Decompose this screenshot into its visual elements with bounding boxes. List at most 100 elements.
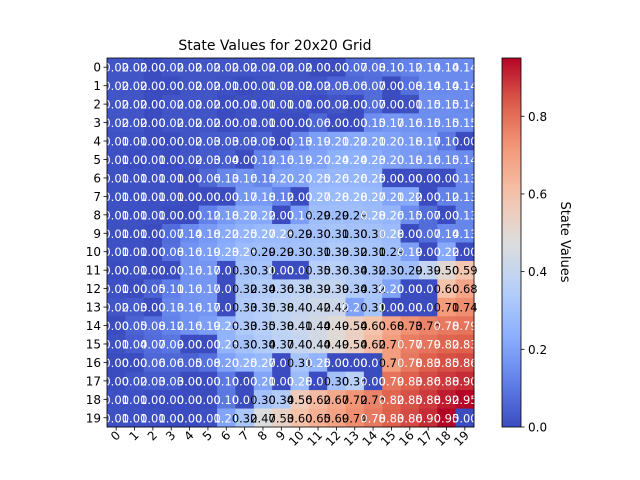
- cell-value-label: 0.00: [452, 245, 478, 259]
- cell-value-label: 0.41: [287, 319, 313, 333]
- cell-value-label: 0.22: [250, 208, 276, 222]
- cell-value-label: 0.24: [324, 153, 350, 167]
- heatmap-cell-r11-c14: [363, 260, 383, 280]
- cell-value-label: 0.00: [415, 282, 441, 296]
- cell-value-label: 0.42: [324, 301, 350, 315]
- heatmap-cell-r7-c11: [308, 187, 328, 206]
- heatmap-cell-r12-c10: [290, 279, 310, 299]
- cell-value-label: 0.02: [177, 135, 203, 149]
- cell-value-label: 0.01: [103, 411, 129, 425]
- cell-value-label: 0.20: [379, 135, 405, 149]
- heatmap-cell-r1-c11: [308, 76, 328, 96]
- cell-value-label: 0.16: [232, 171, 258, 185]
- cell-value-label: 0.00: [177, 171, 203, 185]
- cell-value-label: 0.01: [103, 393, 129, 407]
- y-tick-label: 5: [93, 153, 101, 167]
- cell-value-label: 0.32: [360, 282, 386, 296]
- heatmap-cell-r19-c6: [217, 408, 236, 428]
- cell-value-label: 0.00: [140, 61, 166, 75]
- y-tick-label: 7: [93, 190, 101, 204]
- heatmap-cell-r8-c0: [107, 205, 126, 225]
- colorbar-ticks: 0.0 0.2 0.4 0.6 0.8: [521, 110, 547, 435]
- cell-value-label: 0.44: [305, 337, 331, 351]
- cell-value-label: 0.59: [452, 264, 478, 278]
- heatmap-cell-r2-c3: [162, 94, 181, 114]
- heatmap-cell-r6-c5: [198, 168, 218, 188]
- heatmap-cell-r5-c5: [198, 150, 218, 170]
- cell-value-label: 0.26: [342, 171, 368, 185]
- heatmap-cell-r9-c11: [308, 224, 328, 243]
- heatmap-cell-r3-c14: [363, 113, 383, 133]
- heatmap-cell-r8-c3: [162, 205, 181, 225]
- cell-value-label: 0.56: [287, 393, 313, 407]
- cell-value-label: 0.16: [415, 153, 441, 167]
- heatmap-cell-r11-c19: [455, 260, 475, 280]
- cell-value-label: 0.00: [232, 153, 258, 167]
- heatmap-cell-r9-c13: [345, 224, 365, 243]
- heatmap-cell-r10-c10: [290, 242, 310, 262]
- cell-value-label: 0.01: [397, 98, 423, 112]
- cell-value-label: 0.08: [195, 356, 221, 370]
- cell-value-label: 0.62: [360, 337, 386, 351]
- cell-value-label: 0.00: [177, 337, 203, 351]
- heatmap-cell-r12-c11: [308, 279, 328, 299]
- heatmap-cell-r8-c9: [272, 205, 291, 225]
- heatmap-cell-r10-c9: [272, 242, 291, 262]
- heatmap-cell-r0-c1: [125, 58, 145, 77]
- heatmap-cell-r10-c3: [162, 242, 181, 262]
- heatmap-cell-r16-c17: [418, 353, 438, 373]
- y-tick-label: 0: [93, 61, 101, 75]
- y-tick-label: 9: [93, 227, 101, 241]
- heatmap-cell-r3-c9: [272, 113, 291, 133]
- cell-value-label: 0.29: [269, 245, 295, 259]
- heatmap-cell-r5-c19: [455, 150, 475, 170]
- cell-value-label: 0.01: [158, 190, 184, 204]
- cell-value-label: 0.00: [452, 135, 478, 149]
- cell-value-label: 0.00: [342, 116, 368, 130]
- cell-value-label: 0.14: [452, 61, 478, 75]
- cell-value-label: 0.07: [360, 98, 386, 112]
- cell-value-label: 0.16: [177, 301, 203, 315]
- heatmap-cell-r11-c12: [327, 260, 346, 280]
- cell-value-label: 0.01: [213, 79, 239, 93]
- heatmap-cell-r1-c15: [382, 76, 401, 96]
- heatmap-cell-r7-c19: [455, 187, 475, 206]
- cell-value-label: 0.02: [177, 116, 203, 130]
- heatmap-cell-r3-c13: [345, 113, 365, 133]
- cell-value-label: 0.31: [287, 356, 313, 370]
- cell-value-label: 0.00: [140, 301, 166, 315]
- heatmap-cell-r11-c18: [437, 260, 457, 280]
- cell-value-label: 0.01: [103, 337, 129, 351]
- heatmap-cell-r2-c6: [217, 94, 236, 114]
- cell-value-label: 0.07: [158, 227, 184, 241]
- cell-value-label: 0.02: [269, 79, 295, 93]
- cell-value-label: 0.62: [305, 393, 331, 407]
- heatmap-cell-r15-c10: [290, 334, 310, 354]
- cell-value-label: 0.02: [158, 61, 184, 75]
- cell-value-label: 0.14: [177, 227, 203, 241]
- cell-value-label: 0.04: [213, 153, 239, 167]
- cell-value-label: 0.30: [250, 393, 276, 407]
- heatmap-cell-r4-c8: [253, 131, 273, 151]
- cell-value-label: 0.16: [177, 282, 203, 296]
- cell-value-label: 0.02: [195, 116, 221, 130]
- cell-value-label: 0.03: [213, 135, 239, 149]
- cell-value-label: 0.02: [122, 61, 148, 75]
- heatmap-cell-r19-c14: [363, 408, 383, 428]
- heatmap-cell-r15-c12: [327, 334, 346, 354]
- cell-value-label: 0.88: [415, 393, 441, 407]
- heatmap-cell-r0-c4: [180, 58, 200, 77]
- cell-value-label: 0.07: [342, 61, 368, 75]
- heatmap-cell-r0-c2: [143, 58, 163, 77]
- heatmap-cell-r6-c1: [125, 168, 145, 188]
- heatmap-cell-r6-c2: [143, 168, 163, 188]
- cell-value-label: 0.01: [250, 98, 276, 112]
- cell-value-label: 0.85: [397, 393, 423, 407]
- heatmap-cell-r4-c1: [125, 131, 145, 151]
- cell-value-label: 0.27: [250, 356, 276, 370]
- cell-value-label: 0.86: [415, 374, 441, 388]
- cell-value-label: 0.42: [305, 301, 331, 315]
- heatmap-cell-r18-c1: [125, 390, 145, 409]
- cell-value-label: 0.07: [415, 208, 441, 222]
- heatmap-cell-r12-c14: [363, 279, 383, 299]
